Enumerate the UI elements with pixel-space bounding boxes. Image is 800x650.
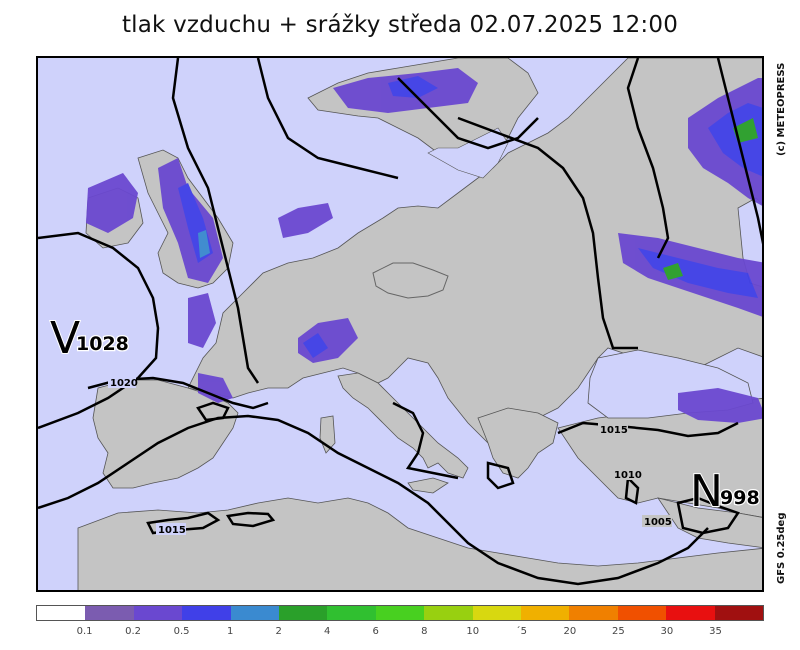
legend-swatch <box>424 606 473 620</box>
low-pressure-letter: N <box>690 466 723 517</box>
isobar-label-1015-east: 1015 <box>600 425 628 436</box>
low-pressure-center: N 998 <box>689 465 761 518</box>
legend-swatch <box>230 606 280 620</box>
legend-label: 0.5 <box>173 626 190 637</box>
model-text: GFS 0.25deg <box>776 512 787 585</box>
legend-label: 35 <box>709 626 722 637</box>
land-sicily <box>407 477 449 494</box>
legend-swatch <box>666 606 715 620</box>
legend-label: 10 <box>466 626 480 637</box>
legend-swatch <box>327 606 376 620</box>
isobar-labels: 1020 1015 1015 1010 1005 <box>108 376 672 536</box>
legend-label: 6 <box>372 626 379 637</box>
weather-map: 1020 1015 1015 1010 1005 V 1028 N 998 <box>36 56 764 592</box>
legend-label: ´5 <box>515 626 528 637</box>
legend-swatch <box>85 606 134 620</box>
land-greece <box>477 407 559 479</box>
map-title: tlak vzduchu + srážky středa 02.07.2025 … <box>121 12 679 38</box>
legend-swatch <box>714 606 764 620</box>
legend-label: 0.2 <box>125 626 142 637</box>
precipitation-legend <box>36 605 764 621</box>
legend-label: 4 <box>324 626 331 637</box>
precipitation-layer <box>86 68 762 423</box>
precipitation-legend-labels: 0.1 0.2 0.5 1 2 4 6 8 10 ´5 20 25 30 35 <box>36 626 764 640</box>
legend-label: 1 <box>226 626 234 637</box>
legend-swatch <box>375 606 425 620</box>
map-svg: 1020 1015 1015 1010 1005 V 1028 N 998 <box>38 58 762 590</box>
legend-swatch <box>182 606 231 620</box>
low-pressure-value: 998 <box>720 487 760 509</box>
high-pressure-value: 1028 <box>76 333 129 355</box>
czech-border <box>372 262 449 299</box>
legend-swatch <box>521 606 570 620</box>
legend-swatch <box>617 606 667 620</box>
land-north-africa <box>77 497 762 590</box>
legend-label: 20 <box>563 626 577 637</box>
legend-swatch <box>569 606 618 620</box>
land-middle-east <box>657 497 762 548</box>
high-pressure-center: V 1028 <box>49 312 130 365</box>
legend-swatch <box>279 606 328 620</box>
legend-swatch <box>37 606 86 620</box>
land-italy <box>337 372 469 479</box>
legend-label: 30 <box>660 626 674 637</box>
high-pressure-letter: V <box>50 313 80 364</box>
isobar-label-1005: 1005 <box>644 517 672 528</box>
legend-swatch <box>472 606 522 620</box>
isobar-label-1015-west: 1015 <box>158 525 186 536</box>
credit-text: (c) METEOPRESS <box>776 62 787 156</box>
legend-label: 0.1 <box>76 626 93 637</box>
legend-label: 8 <box>421 626 428 637</box>
legend-label: 25 <box>612 626 625 637</box>
isobar-label-1010: 1010 <box>614 470 642 481</box>
isobar-layer <box>38 58 762 586</box>
legend-swatch <box>133 606 183 620</box>
isobar-label-1020: 1020 <box>110 378 138 389</box>
legend-label: 2 <box>275 626 282 637</box>
